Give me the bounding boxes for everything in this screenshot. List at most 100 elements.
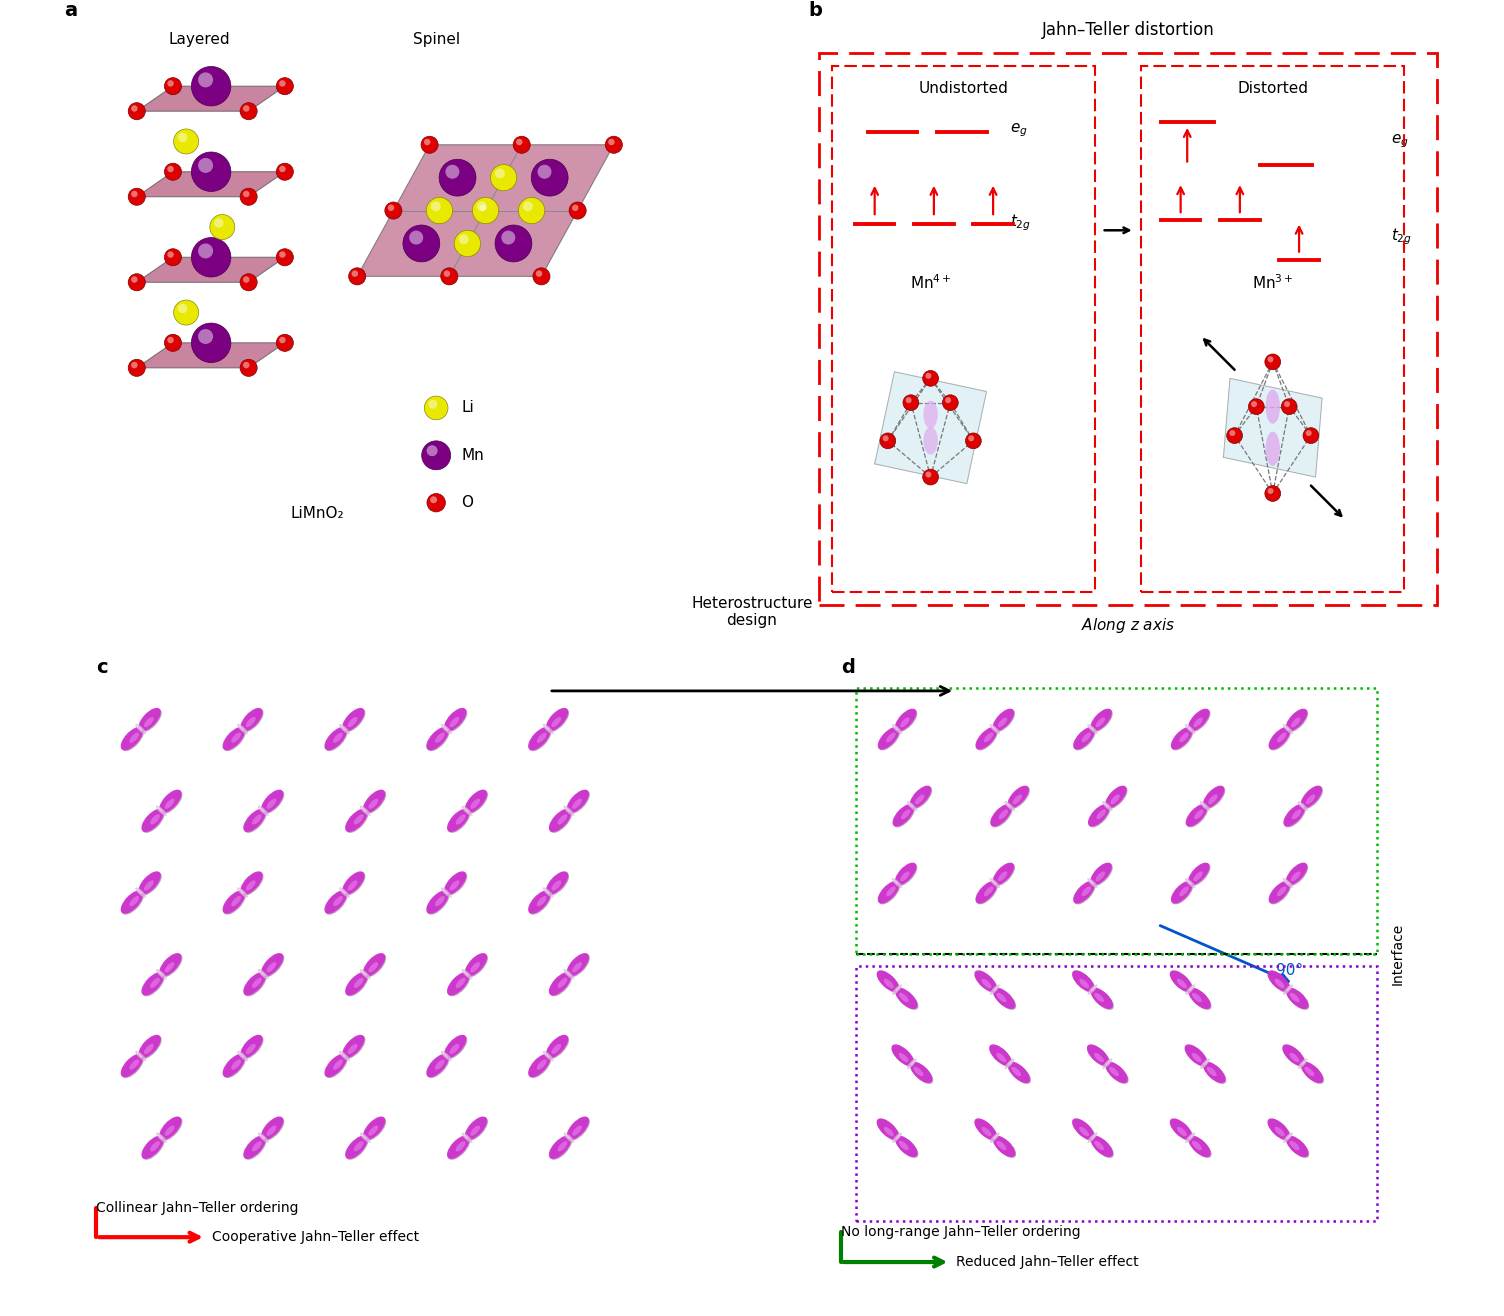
Circle shape xyxy=(403,225,439,262)
Text: Spinel: Spinel xyxy=(412,32,460,47)
Ellipse shape xyxy=(343,708,364,732)
Ellipse shape xyxy=(895,987,917,1009)
Ellipse shape xyxy=(262,1117,284,1141)
Ellipse shape xyxy=(1188,708,1209,732)
Ellipse shape xyxy=(262,791,284,813)
Ellipse shape xyxy=(135,887,146,898)
Ellipse shape xyxy=(1190,863,1211,886)
Circle shape xyxy=(277,249,293,266)
Ellipse shape xyxy=(994,1137,1017,1158)
Ellipse shape xyxy=(996,1053,1006,1062)
Ellipse shape xyxy=(129,896,140,907)
Ellipse shape xyxy=(1286,1134,1290,1140)
Ellipse shape xyxy=(138,708,161,732)
Circle shape xyxy=(501,230,516,245)
Ellipse shape xyxy=(567,954,590,978)
Ellipse shape xyxy=(896,863,917,886)
Ellipse shape xyxy=(886,733,896,742)
Ellipse shape xyxy=(325,726,346,750)
Ellipse shape xyxy=(140,1036,161,1059)
Ellipse shape xyxy=(262,953,283,976)
Circle shape xyxy=(177,304,188,313)
Ellipse shape xyxy=(427,891,450,915)
Ellipse shape xyxy=(547,1036,569,1059)
Ellipse shape xyxy=(546,871,569,895)
Ellipse shape xyxy=(1092,709,1113,732)
Ellipse shape xyxy=(137,725,143,730)
Circle shape xyxy=(280,251,286,258)
Ellipse shape xyxy=(990,1132,1000,1144)
Text: $\mathrm{Mn}^{3+}$: $\mathrm{Mn}^{3+}$ xyxy=(1251,274,1293,292)
Ellipse shape xyxy=(544,890,550,895)
Circle shape xyxy=(280,166,286,172)
Ellipse shape xyxy=(1170,1119,1193,1141)
Ellipse shape xyxy=(435,896,445,907)
Ellipse shape xyxy=(1191,992,1202,1003)
Ellipse shape xyxy=(245,1044,256,1054)
Ellipse shape xyxy=(975,971,997,992)
Ellipse shape xyxy=(368,962,378,973)
Ellipse shape xyxy=(1087,1045,1110,1067)
Ellipse shape xyxy=(158,971,164,976)
Ellipse shape xyxy=(567,790,590,813)
Ellipse shape xyxy=(1092,863,1113,886)
Text: Distorted: Distorted xyxy=(1238,82,1308,96)
Ellipse shape xyxy=(466,954,487,978)
Ellipse shape xyxy=(450,717,459,728)
Ellipse shape xyxy=(997,717,1008,728)
Ellipse shape xyxy=(544,1053,550,1058)
Ellipse shape xyxy=(567,1116,590,1140)
Circle shape xyxy=(421,441,451,470)
Circle shape xyxy=(430,201,441,212)
Ellipse shape xyxy=(238,887,248,898)
Ellipse shape xyxy=(1188,1136,1211,1157)
Ellipse shape xyxy=(975,1119,997,1140)
Ellipse shape xyxy=(122,891,144,915)
Ellipse shape xyxy=(120,891,143,913)
Ellipse shape xyxy=(907,1058,917,1069)
Ellipse shape xyxy=(120,1054,143,1076)
Text: $e_g$: $e_g$ xyxy=(1391,133,1409,150)
Ellipse shape xyxy=(442,725,448,730)
Ellipse shape xyxy=(241,871,263,895)
Ellipse shape xyxy=(1170,726,1193,750)
Ellipse shape xyxy=(241,709,263,732)
Ellipse shape xyxy=(543,1050,553,1061)
Ellipse shape xyxy=(1268,1119,1290,1140)
Circle shape xyxy=(1268,357,1274,362)
Text: Along $z$ axis: Along $z$ axis xyxy=(1081,616,1175,634)
Ellipse shape xyxy=(325,891,347,915)
Ellipse shape xyxy=(368,799,378,809)
Ellipse shape xyxy=(462,969,472,979)
Ellipse shape xyxy=(552,717,561,728)
Ellipse shape xyxy=(1301,787,1324,809)
Circle shape xyxy=(244,191,250,197)
Ellipse shape xyxy=(441,1050,451,1061)
Ellipse shape xyxy=(549,1136,572,1159)
Ellipse shape xyxy=(1292,809,1301,820)
Ellipse shape xyxy=(353,815,364,825)
Ellipse shape xyxy=(444,1034,466,1058)
Circle shape xyxy=(388,204,394,211)
Ellipse shape xyxy=(359,969,370,979)
Ellipse shape xyxy=(1284,805,1305,828)
Ellipse shape xyxy=(984,733,993,742)
Ellipse shape xyxy=(982,979,991,988)
Circle shape xyxy=(241,188,257,205)
Ellipse shape xyxy=(529,891,552,915)
Ellipse shape xyxy=(442,890,448,895)
Ellipse shape xyxy=(1185,1045,1208,1066)
Ellipse shape xyxy=(893,805,914,828)
Ellipse shape xyxy=(914,795,925,804)
Ellipse shape xyxy=(1290,871,1301,882)
Ellipse shape xyxy=(1170,970,1193,992)
Circle shape xyxy=(1227,428,1242,443)
Ellipse shape xyxy=(343,1034,364,1058)
Ellipse shape xyxy=(1009,1062,1030,1084)
Circle shape xyxy=(1248,399,1265,415)
Ellipse shape xyxy=(159,791,182,813)
Ellipse shape xyxy=(1287,1137,1308,1158)
Ellipse shape xyxy=(1200,801,1211,811)
Ellipse shape xyxy=(1090,862,1111,886)
Ellipse shape xyxy=(1275,1126,1284,1136)
